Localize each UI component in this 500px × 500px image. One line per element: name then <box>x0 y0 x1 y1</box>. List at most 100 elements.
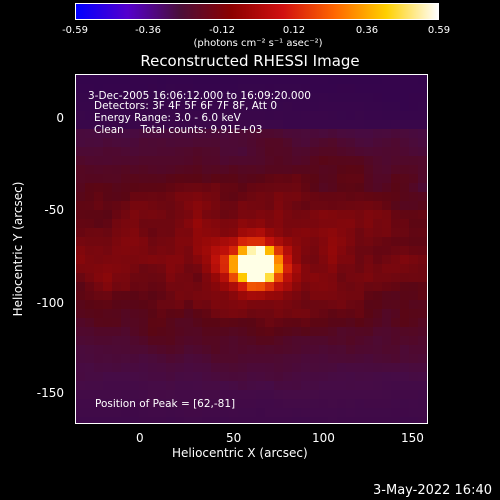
image-pixel <box>418 120 427 130</box>
colorbar-tick: -0.59 <box>62 25 88 36</box>
image-pixel <box>400 318 410 328</box>
image-pixel <box>265 273 275 283</box>
image-pixel <box>220 84 230 94</box>
image-pixel <box>148 138 158 148</box>
image-pixel <box>193 291 203 301</box>
image-pixel <box>94 408 104 418</box>
image-pixel <box>328 192 338 202</box>
image-pixel <box>301 264 311 274</box>
image-pixel <box>130 102 140 112</box>
image-pixel <box>310 129 320 139</box>
image-pixel <box>400 111 410 121</box>
image-pixel <box>337 147 347 157</box>
image-pixel <box>193 282 203 292</box>
image-pixel <box>310 183 320 193</box>
image-pixel <box>193 111 203 121</box>
image-pixel <box>292 354 302 364</box>
image-pixel <box>103 246 113 256</box>
image-pixel <box>409 228 419 238</box>
image-pixel <box>292 255 302 265</box>
image-pixel <box>103 255 113 265</box>
image-pixel <box>301 75 311 85</box>
image-pixel <box>220 300 230 310</box>
image-pixel <box>184 192 194 202</box>
image-pixel <box>337 282 347 292</box>
image-pixel <box>265 381 275 391</box>
image-pixel <box>139 336 149 346</box>
image-pixel <box>355 156 365 166</box>
image-pixel <box>184 165 194 175</box>
image-pixel <box>418 390 427 400</box>
x-tick-label: 0 <box>136 431 144 445</box>
image-pixel <box>409 201 419 211</box>
image-pixel <box>256 219 266 229</box>
image-pixel <box>301 408 311 418</box>
image-pixel <box>265 102 275 112</box>
image-pixel <box>148 84 158 94</box>
image-pixel <box>256 282 266 292</box>
image-pixel <box>283 156 293 166</box>
image-pixel <box>274 282 284 292</box>
image-pixel <box>238 210 248 220</box>
image-pixel <box>85 309 95 319</box>
image-pixel <box>247 138 257 148</box>
image-pixel <box>373 174 383 184</box>
image-pixel <box>310 417 320 423</box>
image-pixel <box>310 75 320 85</box>
image-pixel <box>85 255 95 265</box>
image-pixel <box>139 300 149 310</box>
image-pixel <box>364 318 374 328</box>
image-pixel <box>373 363 383 373</box>
image-pixel <box>193 264 203 274</box>
image-pixel <box>265 282 275 292</box>
image-pixel <box>283 417 293 423</box>
image-pixel <box>229 156 239 166</box>
image-pixel <box>355 264 365 274</box>
image-pixel <box>220 399 230 409</box>
image-pixel <box>130 174 140 184</box>
image-pixel <box>148 399 158 409</box>
image-pixel <box>301 120 311 130</box>
image-pixel <box>256 84 266 94</box>
image-pixel <box>130 399 140 409</box>
image-pixel <box>220 381 230 391</box>
image-pixel <box>310 93 320 103</box>
image-pixel <box>319 318 329 328</box>
image-pixel <box>355 291 365 301</box>
image-pixel <box>346 264 356 274</box>
image-pixel <box>409 282 419 292</box>
image-pixel <box>337 408 347 418</box>
image-pixel <box>400 228 410 238</box>
energy-range-text: Energy Range: 3.0 - 6.0 keV <box>94 112 241 124</box>
image-pixel <box>292 237 302 247</box>
image-pixel <box>229 354 239 364</box>
image-pixel <box>148 372 158 382</box>
image-pixel <box>193 408 203 418</box>
image-pixel <box>148 309 158 319</box>
image-pixel <box>328 372 338 382</box>
image-pixel <box>364 408 374 418</box>
image-pixel <box>346 84 356 94</box>
image-pixel <box>301 273 311 283</box>
image-pixel <box>355 273 365 283</box>
image-pixel <box>94 417 104 423</box>
image-pixel <box>346 129 356 139</box>
image-pixel <box>85 318 95 328</box>
image-pixel <box>256 183 266 193</box>
image-pixel <box>175 102 185 112</box>
image-pixel <box>274 336 284 346</box>
image-pixel <box>130 165 140 175</box>
image-pixel <box>319 138 329 148</box>
image-pixel <box>301 138 311 148</box>
image-pixel <box>175 156 185 166</box>
image-pixel <box>364 273 374 283</box>
image-pixel <box>310 219 320 229</box>
image-pixel <box>346 165 356 175</box>
image-pixel <box>337 120 347 130</box>
image-pixel <box>229 291 239 301</box>
image-pixel <box>229 165 239 175</box>
image-pixel <box>265 264 275 274</box>
image-pixel <box>202 84 212 94</box>
image-pixel <box>112 75 122 85</box>
image-pixel <box>112 120 122 130</box>
